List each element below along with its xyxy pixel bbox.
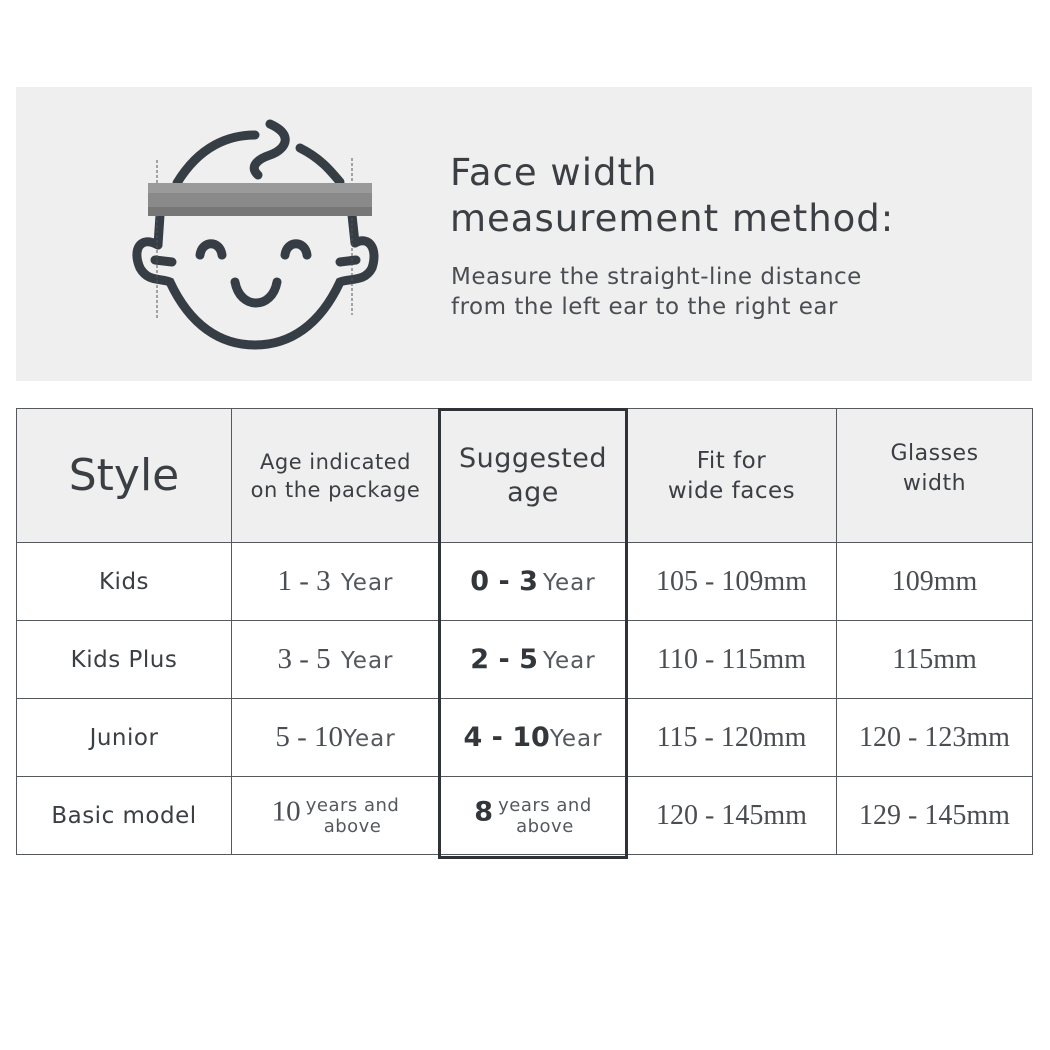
header-text: wide faces: [667, 477, 796, 504]
child-face-measure-icon: [132, 119, 379, 350]
suggested-age-cell: 2 - 5 Year: [439, 620, 627, 699]
width-cell: 120 - 123mm: [836, 698, 1033, 777]
package-age-cell: 1 - 3 Year: [231, 542, 440, 621]
title-line-1: Face width: [450, 151, 658, 194]
package-age-cell: 5 - 10Year: [231, 698, 440, 777]
age-unit: Year: [549, 726, 603, 752]
header-text: Fit for: [696, 447, 767, 474]
package-age-cell: 10 years and above: [231, 776, 440, 855]
fit-cell: 105 - 109mm: [626, 542, 837, 621]
header-text: age: [507, 476, 559, 508]
age-number: 1 - 3: [277, 565, 331, 597]
desc-line-2: from the left ear to the right ear: [451, 294, 838, 320]
banner-description: Measure the straight-line distance from …: [451, 262, 862, 322]
style-cell: Kids: [16, 542, 232, 621]
age-unit-line: above: [516, 815, 574, 837]
suggested-age-cell: 8 years and above: [439, 776, 627, 855]
header-text: Suggested: [458, 442, 608, 474]
age-number: 4 - 10: [463, 722, 550, 753]
title-line-2: measurement method:: [450, 197, 895, 240]
age-unit: Year: [342, 726, 396, 752]
header-text: on the package: [250, 477, 421, 502]
age-number: 3 - 5: [277, 643, 331, 675]
header-text: width: [902, 470, 967, 496]
fit-cell: 110 - 115mm: [626, 620, 837, 699]
age-number: 10: [271, 795, 301, 827]
width-cell: 109mm: [836, 542, 1033, 621]
age-number: 5 - 10: [275, 721, 343, 753]
header-glasses-width: Glasses width: [836, 408, 1033, 543]
table-row: Kids Plus 3 - 5 Year 2 - 5 Year 110 - 11…: [16, 620, 1033, 699]
table-row: Basic model 10 years and above 8 years an…: [16, 776, 1033, 855]
suggested-age-cell: 0 - 3 Year: [439, 542, 627, 621]
header-style: Style: [16, 408, 232, 543]
desc-line-1: Measure the straight-line distance: [451, 264, 862, 290]
age-unit: Year: [340, 648, 394, 674]
style-cell: Basic model: [16, 776, 232, 855]
header-text: Age indicated: [260, 449, 411, 474]
age-unit-line: years and: [498, 794, 592, 816]
size-table: Style Age indicated on the package Sugges…: [16, 408, 1033, 855]
fit-cell: 115 - 120mm: [626, 698, 837, 777]
age-unit: Year: [542, 570, 596, 596]
measurement-banner: [16, 87, 1032, 381]
width-cell: 115mm: [836, 620, 1033, 699]
header-suggested-age: Suggested age: [439, 408, 627, 543]
table-header-row: Style Age indicated on the package Sugges…: [16, 408, 1033, 543]
fit-cell: 120 - 145mm: [626, 776, 837, 855]
age-unit-line: above: [323, 815, 382, 837]
age-unit: years and above: [306, 795, 400, 837]
age-number: 0 - 3: [470, 566, 538, 597]
age-unit: Year: [542, 648, 596, 674]
banner-title: Face width measurement method:: [450, 150, 894, 242]
header-text: Glasses: [890, 440, 979, 466]
package-age-cell: 3 - 5 Year: [231, 620, 440, 699]
table-row: Kids 1 - 3 Year 0 - 3 Year 105 - 109mm 1…: [16, 542, 1033, 621]
width-cell: 129 - 145mm: [836, 776, 1033, 855]
table-row: Junior 5 - 10Year 4 - 10Year 115 - 120mm…: [16, 698, 1033, 777]
age-number: 8: [474, 796, 494, 827]
header-fit-wide-faces: Fit for wide faces: [626, 408, 837, 543]
suggested-age-cell: 4 - 10Year: [439, 698, 627, 777]
age-unit: years and above: [498, 795, 592, 837]
style-cell: Junior: [16, 698, 232, 777]
age-unit: Year: [340, 570, 394, 596]
style-cell: Kids Plus: [16, 620, 232, 699]
header-age-package: Age indicated on the package: [231, 408, 440, 543]
age-number: 2 - 5: [470, 644, 538, 675]
age-unit-line: years and: [305, 794, 400, 816]
